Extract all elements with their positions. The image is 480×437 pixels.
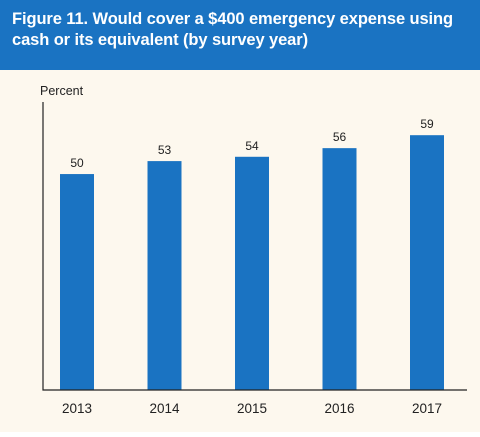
x-tick-label-2016: 2016 [324, 401, 354, 416]
chart-axes [42, 102, 467, 391]
figure-title: Figure 11. Would cover a $400 emergency … [12, 10, 453, 49]
chart-area: Percent 50 53 54 56 59 2013 2014 2015 2016 2017 [0, 70, 480, 432]
data-label-2016: 56 [333, 130, 347, 144]
x-tick-label-2014: 2014 [149, 401, 180, 416]
x-tick-label-2015: 2015 [237, 401, 267, 416]
bar-2016 [322, 148, 357, 390]
bar-2017 [410, 135, 444, 390]
x-tick-label-2017: 2017 [412, 401, 442, 416]
bars-group [60, 135, 444, 390]
bar-2015 [235, 156, 269, 390]
x-tick-label-2013: 2013 [62, 401, 92, 416]
data-label-2013: 50 [70, 156, 84, 170]
bar-2014 [147, 161, 182, 390]
figure-header: Figure 11. Would cover a $400 emergency … [0, 0, 480, 70]
bar-2013 [60, 174, 94, 390]
data-label-2014: 53 [158, 143, 172, 157]
data-labels-group: 50 53 54 56 59 [70, 117, 434, 170]
y-axis-label: Percent [40, 84, 84, 98]
data-label-2015: 54 [245, 139, 259, 153]
x-tick-labels-group: 2013 2014 2015 2016 2017 [62, 401, 442, 416]
data-label-2017: 59 [420, 117, 434, 131]
bar-chart: Percent 50 53 54 56 59 2013 2014 2015 2016 2017 [40, 84, 467, 416]
